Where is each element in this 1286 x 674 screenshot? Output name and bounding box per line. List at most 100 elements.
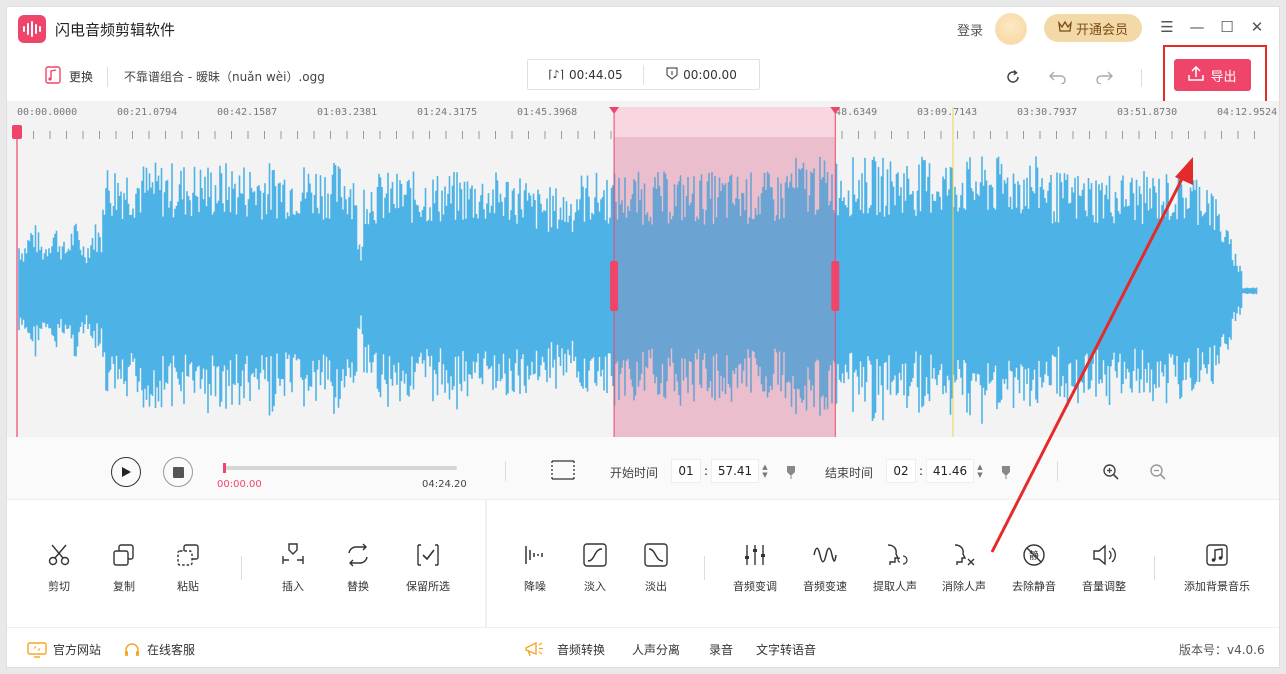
export-button[interactable]: 导出 (1174, 59, 1251, 91)
edit-tools: 剪切 复制 粘贴 插入 替换 保留所选 (7, 500, 485, 628)
pitch-icon (745, 545, 765, 565)
end-marker-icon[interactable] (1000, 464, 1012, 483)
tool-bg-music[interactable]: 添加背景音乐 (1182, 542, 1252, 594)
tool-fade-in[interactable]: 淡入 (560, 542, 630, 594)
play-button[interactable] (111, 457, 141, 487)
volume-icon (1093, 544, 1116, 566)
change-file-label: 更换 (69, 70, 94, 84)
version-label: 版本号：v4.0.6 (1179, 643, 1265, 657)
zoom-in-icon[interactable] (1102, 463, 1120, 485)
tool-label: 降噪 (524, 580, 546, 593)
tool-extract-vocal[interactable]: 提取人声 (860, 542, 930, 594)
copy-icon (113, 544, 134, 566)
menu-icon[interactable]: ☰ (1160, 18, 1174, 36)
replace-icon (348, 543, 368, 567)
start-time-input[interactable]: 01 : 57.41 ▲ ▼ (671, 459, 771, 483)
selection-end-marker[interactable] (830, 107, 841, 114)
time-display: ⌈♪⌉ 00:44.05 00:00.00 (527, 59, 760, 90)
tool-speed[interactable]: 音频变速 (790, 542, 860, 594)
start-marker-icon[interactable] (785, 464, 797, 483)
start-minutes[interactable]: 01 (671, 459, 701, 483)
redo-icon[interactable] (1094, 67, 1114, 87)
monitor-icon (27, 641, 47, 658)
tool-remove-silence[interactable]: 静去除静音 (999, 542, 1069, 594)
announce-icon[interactable] (523, 639, 545, 662)
end-time-input[interactable]: 02 : 41.46 ▲ ▼ (886, 459, 986, 483)
tool-insert[interactable]: 插入 (258, 542, 328, 594)
ruler-label: 02:48.6349 (817, 107, 878, 118)
login-link[interactable]: 登录 (957, 24, 984, 39)
zoom-out-icon[interactable] (1149, 463, 1167, 485)
divider (1057, 461, 1058, 481)
divider (485, 500, 487, 628)
maximize-icon[interactable]: ☐ (1220, 18, 1234, 36)
bg-music-icon (1206, 544, 1228, 566)
start-colon: : (703, 464, 709, 478)
start-time-label: 开始时间 (610, 466, 659, 480)
app-title: 闪电音频剪辑软件 (55, 21, 176, 39)
tool-label: 保留所选 (406, 580, 450, 593)
tool-volume[interactable]: 音量调整 (1069, 542, 1139, 594)
tool-paste[interactable]: 粘贴 (153, 542, 223, 594)
selection-end-handle[interactable] (831, 261, 840, 311)
selection-start-marker[interactable] (609, 107, 620, 114)
end-minutes[interactable]: 02 (886, 459, 916, 483)
tool-denoise[interactable]: 降噪 (500, 542, 570, 594)
tool-remove-vocal[interactable]: 消除人声 (929, 542, 999, 594)
player-bar: 00:00.00 04:24.20 开始时间 01 : 57.41 ▲ ▼ 结束时… (7, 437, 1279, 505)
minimize-icon[interactable]: — (1189, 18, 1205, 36)
playhead-handle[interactable] (12, 125, 22, 139)
reset-icon[interactable] (1003, 67, 1023, 87)
start-spinner-icon[interactable]: ▲ ▼ (762, 463, 768, 479)
footer-link-record[interactable]: 录音 (709, 643, 734, 657)
svg-text:静: 静 (1029, 549, 1039, 562)
footer-link-vocal-separation[interactable]: 人声分离 (632, 643, 681, 657)
divider (704, 556, 705, 580)
divider (241, 556, 242, 580)
elapsed-time: 00:00.00 (217, 479, 262, 490)
support-label: 在线客服 (147, 643, 196, 657)
undo-icon[interactable] (1048, 67, 1068, 87)
website-link[interactable]: 官方网站 (27, 641, 101, 658)
tool-label: 音频变速 (803, 580, 847, 593)
tool-fade-out[interactable]: 淡出 (621, 542, 691, 594)
tool-scissors[interactable]: 剪切 (24, 542, 94, 594)
divider (1141, 69, 1142, 87)
avatar[interactable] (995, 13, 1027, 45)
tool-keep-selection[interactable]: 保留所选 (393, 542, 463, 594)
tool-pitch[interactable]: 音频变调 (720, 542, 790, 594)
music-file-icon (45, 66, 61, 87)
support-link[interactable]: 在线客服 (123, 641, 195, 658)
vip-label: 开通会员 (1075, 22, 1128, 38)
top-toolbar: 更换 不靠谱组合 - 暧昧（nuǎn wèi）.ogg ⌈♪⌉ 00:44.05… (7, 45, 1279, 103)
footer-link-audio-convert[interactable]: 音频转换 (557, 643, 606, 657)
play-icon (122, 467, 131, 477)
current-time: 00:00.00 (683, 67, 737, 82)
ruler-label: 03:51.8730 (1117, 107, 1178, 118)
tool-replace[interactable]: 替换 (323, 542, 393, 594)
progress-knob[interactable] (223, 463, 226, 473)
selection-start-handle[interactable] (610, 261, 619, 311)
close-icon[interactable]: ✕ (1250, 18, 1264, 36)
tool-label: 淡出 (645, 580, 667, 593)
vip-button[interactable]: 开通会员 (1044, 14, 1142, 42)
waveform[interactable] (7, 101, 1280, 437)
tool-label: 淡入 (584, 580, 606, 593)
start-seconds[interactable]: 57.41 (711, 459, 759, 483)
tool-label: 去除静音 (1012, 580, 1056, 593)
ruler-label: 04:12.9524 (1217, 107, 1278, 118)
effect-tools: 降噪 淡入 淡出 音频变调 音频变速 提取人声 消除人声静去除静音 音量调整 添加背景音乐 (487, 500, 1279, 628)
waveform-panel[interactable]: 00:00.0000 00:21.0794 00:42.1587 01:03.2381… (7, 101, 1280, 437)
footer-link-tts[interactable]: 文字转语音 (756, 643, 817, 657)
selection-duration: 00:44.05 (568, 67, 623, 82)
divider (505, 461, 506, 481)
tool-label: 音频变调 (733, 580, 777, 593)
progress-track[interactable] (223, 463, 457, 473)
end-seconds[interactable]: 41.46 (926, 459, 974, 483)
tool-copy[interactable]: 复制 (89, 542, 159, 594)
change-file-button[interactable]: 更换 (45, 66, 93, 87)
end-spinner-icon[interactable]: ▲ ▼ (977, 463, 983, 479)
stop-button[interactable] (163, 457, 193, 487)
ruler-label: 03:09.7143 (917, 107, 978, 118)
select-region-icon[interactable] (549, 459, 577, 485)
